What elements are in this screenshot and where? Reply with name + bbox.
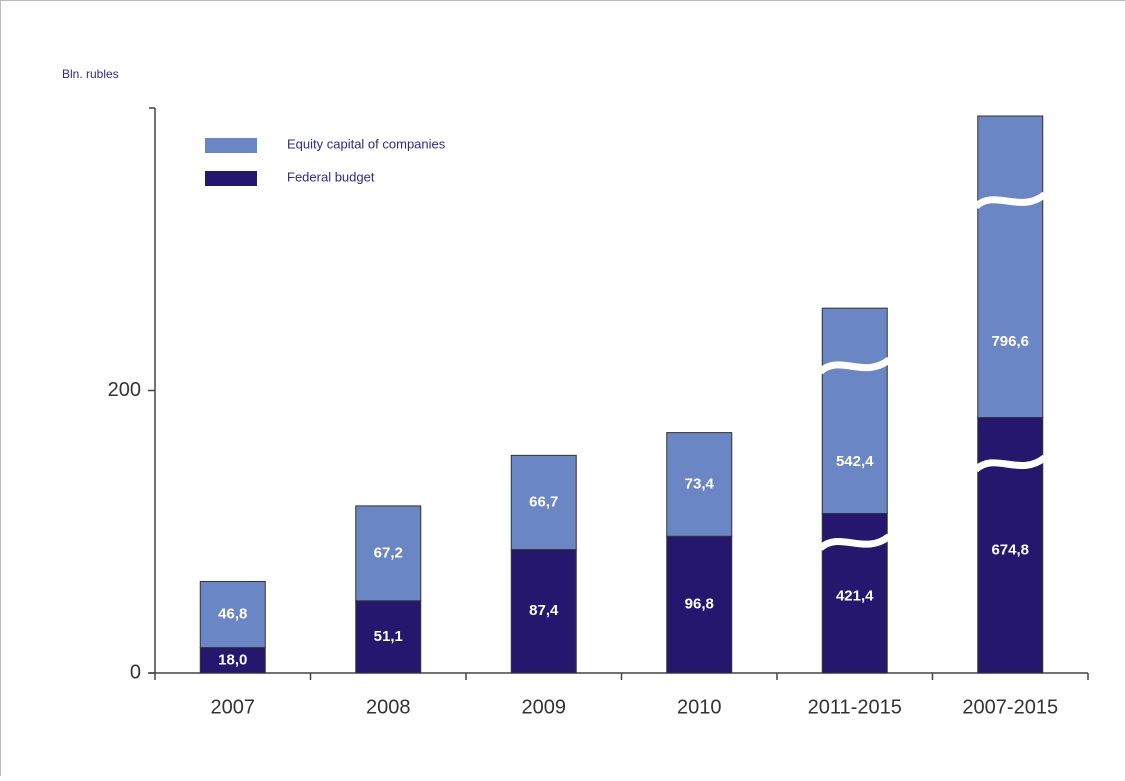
legend-label: Federal budget	[287, 169, 375, 184]
legend-swatch	[205, 171, 257, 186]
y-tick-label: 0	[130, 661, 141, 683]
y-axis-label: Bln. rubles	[62, 67, 119, 81]
data-label: 73,4	[685, 475, 715, 492]
bar-segment	[355, 600, 422, 674]
data-label: 67,2	[374, 544, 403, 561]
data-label: 46,8	[218, 605, 247, 622]
data-label: 51,1	[374, 628, 403, 645]
data-label: 674,8	[991, 541, 1029, 558]
bar-segment	[821, 307, 888, 514]
axis-break	[973, 191, 1047, 210]
x-tick-label: 2009	[522, 696, 567, 718]
data-label: 18,0	[218, 651, 247, 668]
data-label: 96,8	[685, 596, 714, 613]
bar-segment	[510, 549, 577, 674]
axis-break	[817, 533, 892, 552]
bar-segment	[199, 580, 266, 649]
axis-break	[973, 454, 1047, 473]
y-tick-label: 200	[108, 379, 141, 401]
bar-segment	[666, 432, 733, 537]
x-tick-label: 2010	[677, 696, 722, 718]
axis-break	[817, 356, 892, 375]
legend-label: Equity capital of companies	[287, 136, 446, 151]
data-label: 421,4	[836, 587, 874, 604]
bar-segment	[977, 115, 1044, 419]
data-label: 796,6	[991, 333, 1029, 350]
bar-segment	[199, 647, 266, 674]
bar-segment	[355, 505, 422, 602]
x-tick-label: 2008	[366, 696, 411, 718]
x-tick-label: 2007	[211, 696, 256, 718]
legend-swatch	[205, 138, 257, 153]
data-label: 542,4	[836, 453, 874, 470]
bar-segment	[510, 454, 577, 551]
x-tick-label: 2007-2015	[962, 696, 1058, 718]
x-tick-label: 2011-2015	[808, 696, 902, 718]
bar-segment	[666, 535, 733, 674]
data-label: 87,4	[529, 602, 559, 619]
data-label: 66,7	[529, 493, 558, 510]
